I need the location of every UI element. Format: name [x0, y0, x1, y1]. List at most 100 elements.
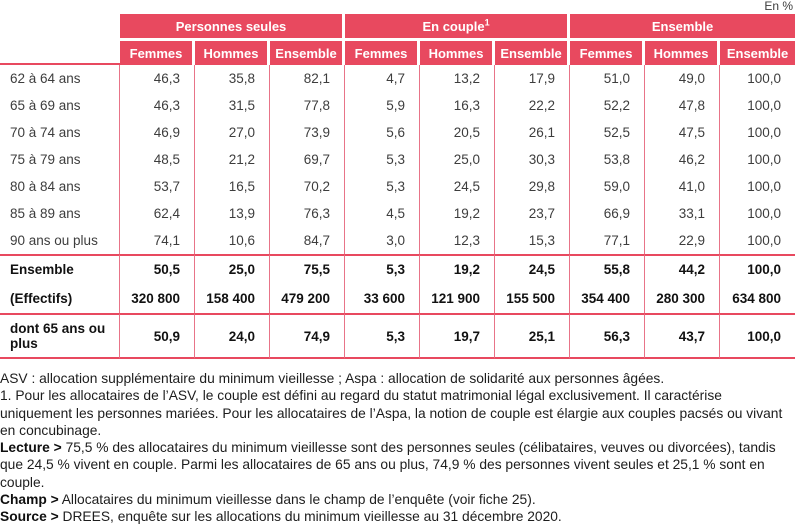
table-cell: 50,5 — [120, 254, 195, 283]
table-cell: 16,5 — [195, 173, 270, 200]
table-cell: 56,3 — [570, 313, 646, 359]
table-cell: 84,7 — [270, 227, 346, 254]
note-source-label: Source > — [0, 509, 59, 525]
table-cell: 52,5 — [570, 119, 646, 146]
table-cell: 13,9 — [195, 200, 270, 227]
table-row: 85 à 89 ans 62,4 13,9 76,3 4,5 19,2 23,7… — [0, 200, 795, 227]
table-cell: 46,3 — [120, 65, 195, 92]
table-cell: 634 800 — [732, 290, 782, 306]
table-cell: 19,7 — [420, 313, 496, 359]
table-cell: 5,6 — [345, 119, 421, 146]
table-cell: 16,3 — [420, 92, 496, 119]
table-cell: 25,1 — [495, 313, 571, 359]
note-footnote-1: 1. Pour les allocataires de l’ASV, le co… — [0, 388, 783, 438]
table-cell: 59,0 — [570, 173, 646, 200]
col-subheader: Hommes — [195, 41, 270, 65]
table-cell: 24,5 — [495, 254, 571, 283]
table-cell: 47,5 — [645, 119, 721, 146]
table-cell: 47,8 — [645, 92, 721, 119]
table-cell: 25,0 — [195, 254, 270, 283]
table-cell: 74,1 — [120, 227, 195, 254]
table-cell: 27,0 — [195, 119, 270, 146]
note-lecture-label: Lecture > — [0, 440, 62, 456]
table-cell: 31,5 — [195, 92, 270, 119]
table-cell: 5,3 — [345, 146, 421, 173]
table-cell: 100,0 — [747, 233, 782, 248]
table-cell: 82,1 — [270, 65, 346, 92]
col-subheader: Hommes — [420, 41, 496, 65]
note-source: Source > DREES, enquête sur les allocati… — [0, 508, 795, 525]
table-row: 90 ans ou plus 74,1 10,6 84,7 3,0 12,3 1… — [0, 227, 795, 254]
note-lecture-text: 75,5 % des allocataires du minimum vieil… — [0, 440, 776, 490]
col-subheader: Ensemble — [495, 41, 571, 65]
table-cell: 479 200 — [270, 283, 346, 313]
table-cell: 3,0 — [345, 227, 421, 254]
table-row-ensemble: Ensemble 50,5 25,0 75,5 5,3 19,2 24,5 55… — [0, 254, 795, 283]
table-cell: 12,3 — [420, 227, 496, 254]
table-cell: 100,0 — [747, 71, 782, 86]
table-cell: 5,3 — [345, 173, 421, 200]
table-cell: 19,2 — [420, 200, 496, 227]
statistics-table: Personnes seules En couple1 Ensemble Fem… — [0, 14, 795, 359]
table-row: 65 à 69 ans 46,3 31,5 77,8 5,9 16,3 22,2… — [0, 92, 795, 119]
note-source-text: DREES, enquête sur les allocations du mi… — [58, 509, 562, 525]
table-cell: 53,8 — [570, 146, 646, 173]
table-cell: 280 300 — [645, 283, 721, 313]
table-row-effectifs: (Effectifs) 320 800 158 400 479 200 33 6… — [0, 283, 795, 313]
table-cell: 25,0 — [420, 146, 496, 173]
table-cell: 55,8 — [570, 254, 646, 283]
table-corner — [0, 14, 120, 65]
note-champ: Champ > Allocataires du minimum vieilles… — [0, 491, 795, 508]
table-cell: 53,7 — [120, 173, 195, 200]
note-asv: ASV : allocation supplémentaire du minim… — [0, 371, 665, 386]
table-row-dont-65: dont 65 ans ou plus 50,9 24,0 74,9 5,3 1… — [0, 313, 795, 359]
table-subheader-row: Femmes Hommes Ensemble Femmes Hommes Ens… — [0, 41, 795, 65]
table-cell: 35,8 — [195, 65, 270, 92]
table-cell: 22,9 — [645, 227, 721, 254]
table-cell: 48,5 — [120, 146, 195, 173]
table-cell: 23,7 — [495, 200, 571, 227]
table-row: 80 à 84 ans 53,7 16,5 70,2 5,3 24,5 29,8… — [0, 173, 795, 200]
row-label: 62 à 64 ans — [0, 65, 120, 92]
table-cell: 77,8 — [270, 92, 346, 119]
col-subheader: Hommes — [645, 41, 721, 65]
table-cell: 44,2 — [645, 254, 721, 283]
table-cell: 354 400 — [570, 283, 646, 313]
row-label: 90 ans ou plus — [0, 227, 120, 254]
table-cell: 33,1 — [645, 200, 721, 227]
table-cell: 100,0 — [747, 98, 782, 113]
table-cell: 20,5 — [420, 119, 496, 146]
col-subheader: Femmes — [570, 41, 646, 65]
table-cell: 74,9 — [270, 313, 346, 359]
table-cell: 17,9 — [495, 65, 571, 92]
table-cell: 24,5 — [420, 173, 496, 200]
row-label: Ensemble — [0, 254, 120, 283]
table-cell: 30,3 — [495, 146, 571, 173]
col-subheader: Ensemble — [270, 41, 346, 65]
table-cell: 10,6 — [195, 227, 270, 254]
note-champ-text: Allocataires du minimum vieillesse dans … — [58, 492, 536, 508]
table-row: 70 à 74 ans 46,9 27,0 73,9 5,6 20,5 26,1… — [0, 119, 795, 146]
table-group-header-row: Personnes seules En couple1 Ensemble — [0, 14, 795, 65]
table-cell: 320 800 — [120, 283, 195, 313]
table-row: 75 à 79 ans 48,5 21,2 69,7 5,3 25,0 30,3… — [0, 146, 795, 173]
table-cell: 50,9 — [120, 313, 195, 359]
table-cell: 24,0 — [195, 313, 270, 359]
table-cell: 33 600 — [345, 283, 421, 313]
table-cell: 5,3 — [345, 313, 421, 359]
table-cell: 43,7 — [645, 313, 721, 359]
table-cell: 22,2 — [495, 92, 571, 119]
row-label: 85 à 89 ans — [0, 200, 120, 227]
unit-label: En % — [764, 0, 793, 13]
table-cell: 15,3 — [495, 227, 571, 254]
footnotes: ASV : allocation supplémentaire du minim… — [0, 370, 795, 526]
table-cell: 5,3 — [345, 254, 421, 283]
footnote-marker: 1 — [484, 17, 490, 28]
col-group-personnes-seules: Personnes seules — [120, 14, 346, 41]
table-cell: 69,7 — [270, 146, 346, 173]
row-label: 65 à 69 ans — [0, 92, 120, 119]
table-cell: 51,0 — [570, 65, 646, 92]
table-cell: 26,1 — [495, 119, 571, 146]
note-lecture: Lecture > 75,5 % des allocataires du min… — [0, 439, 795, 491]
table-cell: 121 900 — [420, 283, 496, 313]
